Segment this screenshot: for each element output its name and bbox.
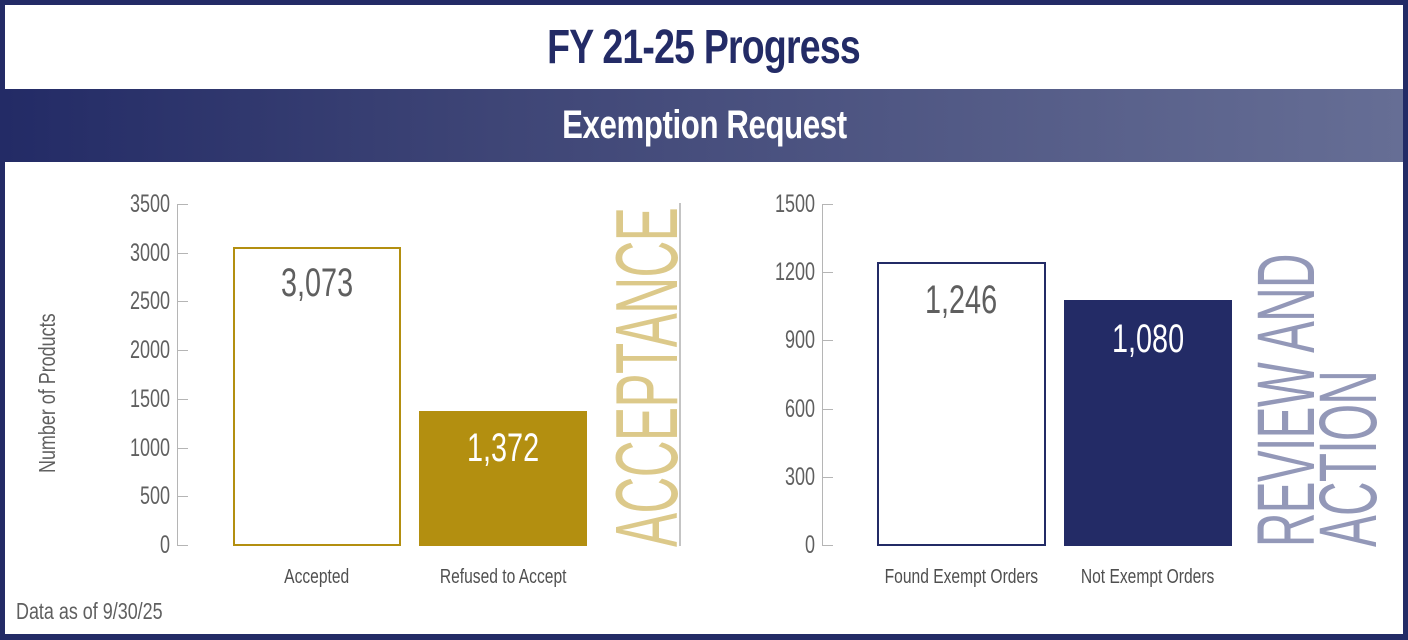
bar-accepted: 3,073 [233, 247, 401, 546]
y-tick [177, 545, 188, 546]
y-tick-label: 1000 [129, 434, 170, 462]
infographic-frame: FY 21-25 Progress Exemption Request Numb… [5, 5, 1403, 634]
y-axis-title: Number of Products [34, 313, 60, 473]
x-category-label: Accepted [284, 566, 350, 588]
y-axis-line [177, 204, 178, 546]
page-subtitle: Exemption Request [561, 103, 847, 147]
page-title: FY 21-25 Progress [547, 20, 862, 74]
y-tick [822, 340, 833, 341]
y-tick [822, 204, 833, 205]
y-tick [177, 399, 188, 400]
y-tick-label: 2500 [129, 287, 170, 315]
y-tick [177, 448, 188, 449]
y-tick [177, 253, 188, 254]
x-category-label: Refused to Accept [439, 566, 567, 588]
data-as-of-note: Data as of 9/30/25 [16, 598, 163, 624]
x-category-label: Found Exempt Orders [884, 566, 1038, 588]
y-tick [177, 301, 188, 302]
subtitle-band: Exemption Request [5, 89, 1403, 162]
y-tick-label: 3500 [129, 190, 170, 218]
bar-value-label: 1,246 [925, 278, 998, 322]
bar-value-label: 1,080 [1111, 317, 1185, 361]
y-tick-label: 1200 [774, 258, 815, 286]
section-label-action: ACTION [1303, 370, 1394, 547]
y-tick [177, 204, 188, 205]
y-tick [177, 496, 188, 497]
y-tick [822, 272, 833, 273]
y-axis-line [822, 204, 823, 546]
bar-refused-to-accept: 1,372 [419, 411, 587, 546]
y-tick-label: 1500 [129, 385, 170, 413]
bar-value-label: 1,372 [466, 426, 540, 470]
bar-value-label: 3,073 [280, 261, 354, 305]
y-tick [822, 545, 833, 546]
y-tick-label: 0 [804, 531, 815, 559]
y-tick-label: 300 [784, 463, 815, 491]
y-tick-label: 3000 [129, 239, 170, 267]
y-tick [822, 477, 833, 478]
y-tick [177, 350, 188, 351]
y-tick-label: 0 [159, 531, 170, 559]
x-category-label: Not Exempt Orders [1081, 566, 1215, 588]
y-tick-label: 1500 [774, 190, 815, 218]
y-tick-label: 2000 [129, 336, 170, 364]
bar-found-exempt-orders: 1,246 [877, 262, 1046, 546]
chart-divider [679, 203, 681, 546]
section-label-acceptance: ACCEPTANCE [597, 207, 696, 547]
y-tick [822, 409, 833, 410]
title-band: FY 21-25 Progress [5, 5, 1403, 89]
bar-not-exempt-orders: 1,080 [1064, 300, 1232, 546]
y-tick-label: 500 [139, 482, 170, 510]
y-tick-label: 600 [784, 395, 815, 423]
y-tick-label: 900 [784, 326, 815, 354]
